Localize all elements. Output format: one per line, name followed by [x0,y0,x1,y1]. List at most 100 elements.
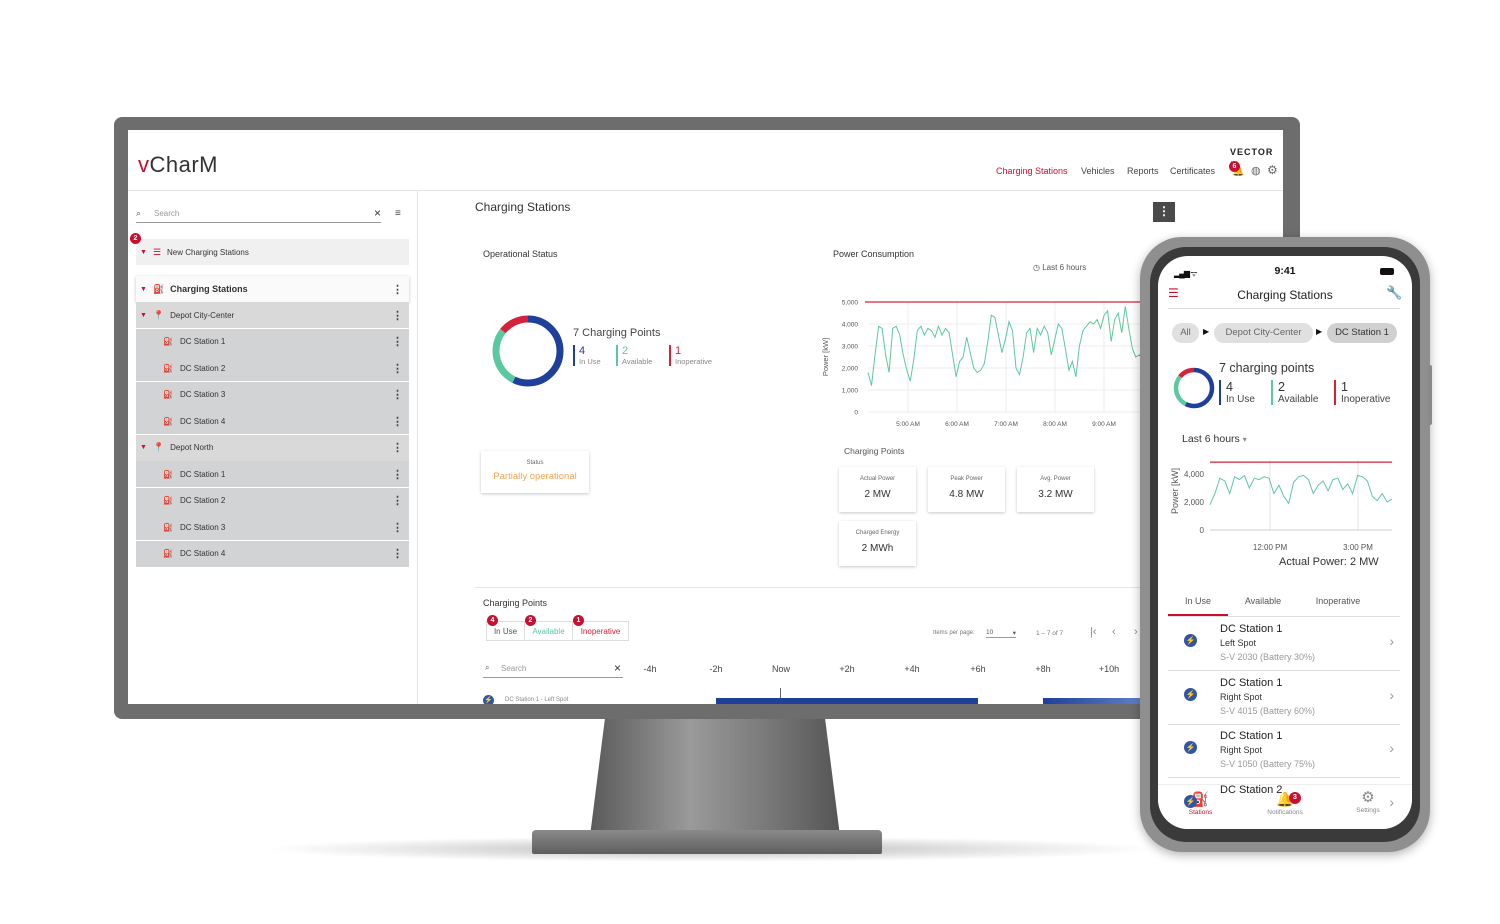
y-tick: 2,000 [842,366,859,373]
tab-available[interactable]: Available [525,622,573,640]
more-icon[interactable]: ⋮ [392,442,403,454]
operational-status-title: Operational Status [483,249,558,259]
items-per-page-label: Items per page: [933,630,975,636]
more-icon[interactable]: ⋮ [392,283,403,296]
menu-list-icon[interactable]: ☰ [1168,286,1179,300]
cp-search-input[interactable]: ⌕ Search × [483,661,623,678]
tree-label: DC Station 3 [179,522,226,532]
bell-icon[interactable]: 🔔 [1232,166,1245,177]
station-list-item[interactable]: ⚡ DC Station 2 › [1168,779,1400,830]
nav-vehicles[interactable]: Vehicles [1081,166,1115,176]
kpi-card: Peak Power 4.8 MW [928,467,1005,512]
caret-down-icon: ▼ [140,285,147,293]
tree-label: DC Station 3 [179,390,226,399]
tree-station[interactable]: ⛽ DC Station 4 ⋮ [136,408,409,434]
phone-tab-inoperative[interactable]: Inoperative [1315,596,1361,606]
tree-station[interactable]: ⛽ DC Station 2 ⋮ [136,487,409,514]
timeline-tick: +8h [1035,664,1051,674]
tree-station[interactable]: ⛽ DC Station 1 ⋮ [136,461,409,487]
phone-tabs: In Use Available Inoperative [1168,586,1400,617]
location-pin-icon: 📍 [152,442,165,452]
tree-depot[interactable]: ▼ 📍 Depot City-Center ⋮ [136,302,409,328]
clear-icon[interactable]: × [373,206,381,220]
phone-tab-in-use[interactable]: In Use [1168,586,1228,616]
charger-icon: ⛽ [163,337,173,346]
more-icon[interactable]: ⋮ [392,415,403,428]
timeline-tick: Now [771,664,790,674]
breadcrumb-all[interactable]: All [1172,323,1199,343]
station-list-item[interactable]: ⚡ DC Station 1 Left Spot S-V 2030 (Battery … [1168,618,1400,671]
nav-certificates[interactable]: Certificates [1170,166,1216,176]
notification-badge: 6 [1229,161,1240,172]
tree-depot[interactable]: ▼ 📍 Depot North ⋮ [136,434,409,461]
wrench-icon[interactable]: 🔧 [1386,285,1403,300]
station-list-item[interactable]: ⚡ DC Station 1 Right Spot S-V 1050 (Battery… [1168,725,1400,778]
tree-label: Depot City-Center [170,310,235,320]
more-icon[interactable]: ⋮ [392,336,403,348]
charger-icon: ⛽ [152,283,165,294]
timeline-tick: -2h [709,664,723,674]
timeline-tick: +10h [1098,664,1120,674]
clear-icon[interactable]: × [613,661,621,675]
breadcrumb-depot[interactable]: Depot City-Center [1214,323,1313,343]
y-axis-label: Power [kW] [1170,468,1180,514]
station-spot: Left Spot [1220,638,1257,648]
gear-icon[interactable]: ⚙ [1267,163,1278,177]
tree-label: Charging Stations [170,284,248,294]
tree-charging-stations[interactable]: ▼ ⛽ Charging Stations ⋮ [136,276,409,302]
time-range-select[interactable]: ◷ Last 6 hours [1033,263,1086,272]
nav-reports[interactable]: Reports [1127,166,1159,176]
kpi-label: Actual Power [859,476,896,482]
kpi-label: Peak Power [950,476,983,482]
station-list-item[interactable]: ⚡ DC Station 1 Right Spot S-V 4015 (Battery… [1168,672,1400,725]
gear-icon: ⚙ [1361,789,1375,806]
desktop-screen: vCharM VECTOR ➤ Charging Stations Vehicl… [128,130,1283,704]
more-icon[interactable]: ⋮ [392,309,403,322]
power-chart: 5,000 4,000 3,000 2,000 1,000 0 5:00 AM 6:00 AM… [821,300,1158,428]
more-icon[interactable]: ⋮ [392,362,403,375]
breadcrumb-arrow-icon: ▶ [1316,327,1323,336]
phone-tab-available[interactable]: Available [1244,596,1282,606]
nav-charging-stations[interactable]: Charging Stations [996,166,1068,176]
tree-station[interactable]: ⛽ DC Station 4 ⋮ [136,540,409,567]
timeline-tick: +2h [839,664,855,674]
sidebar-search-input[interactable]: ⌕ Search × [136,205,381,223]
station-vehicle: S-V 1050 (Battery 75%) [1220,759,1316,769]
app-logo[interactable]: vCharM [138,152,219,177]
station-title: DC Station 2 [1220,783,1283,796]
phone-status-count: 4 In Use [1219,380,1255,405]
more-icon[interactable]: ⋮ [392,548,403,560]
breadcrumb-station[interactable]: DC Station 1 [1327,323,1397,343]
page-menu-button[interactable]: ⋮ [1153,202,1175,222]
tree-new-charging-stations[interactable]: ▼ ☰ New Charging Stations [136,239,409,265]
tree-station[interactable]: ⛽ DC Station 2 ⋮ [136,355,409,381]
time-range-label: Last 6 hours [1042,263,1087,272]
charger-icon: ⛽ [163,496,173,505]
tab-in-use[interactable]: In Use [487,622,525,640]
bolt-icon: ⚡ [1184,634,1197,647]
more-icon[interactable]: ⋮ [392,389,403,401]
location-pin-icon: 📍 [152,309,165,320]
tab-inoperative[interactable]: Inoperative [580,627,621,636]
pagination-range: 1 – 7 of 7 [1036,630,1064,637]
search-icon: ⌕ [485,663,490,672]
station-vehicle: S-V 4015 (Battery 60%) [1220,705,1316,716]
collapse-all-icon[interactable]: ≡ [395,208,401,219]
next-page-icon[interactable]: › [1134,626,1138,638]
more-icon[interactable]: ⋮ [392,521,403,534]
prev-page-icon[interactable]: ‹ [1112,626,1116,638]
globe-icon[interactable]: ◍ [1251,165,1261,177]
phone-range-select[interactable]: Last 6 hours ▾ [1182,433,1247,445]
bolt-icon: ⚡ [1184,687,1197,701]
first-page-icon[interactable]: |‹ [1090,626,1097,638]
kpi-card: Actual Power 2 MW [839,467,916,512]
tree-station[interactable]: ⛽ DC Station 3 ⋮ [136,381,409,408]
charger-icon: ⛽ [163,522,173,532]
tree-station[interactable]: ⛽ DC Station 3 ⋮ [136,514,409,540]
more-icon[interactable]: ⋮ [392,495,403,507]
tree-station[interactable]: ⛽ DC Station 1 ⋮ [136,328,409,355]
status-label: Status [526,460,544,466]
more-icon[interactable]: ⋮ [392,468,403,481]
nav-settings[interactable]: ⚙ Settings [1348,789,1388,814]
items-per-page-select[interactable]: 10 ▾ [986,629,1016,638]
